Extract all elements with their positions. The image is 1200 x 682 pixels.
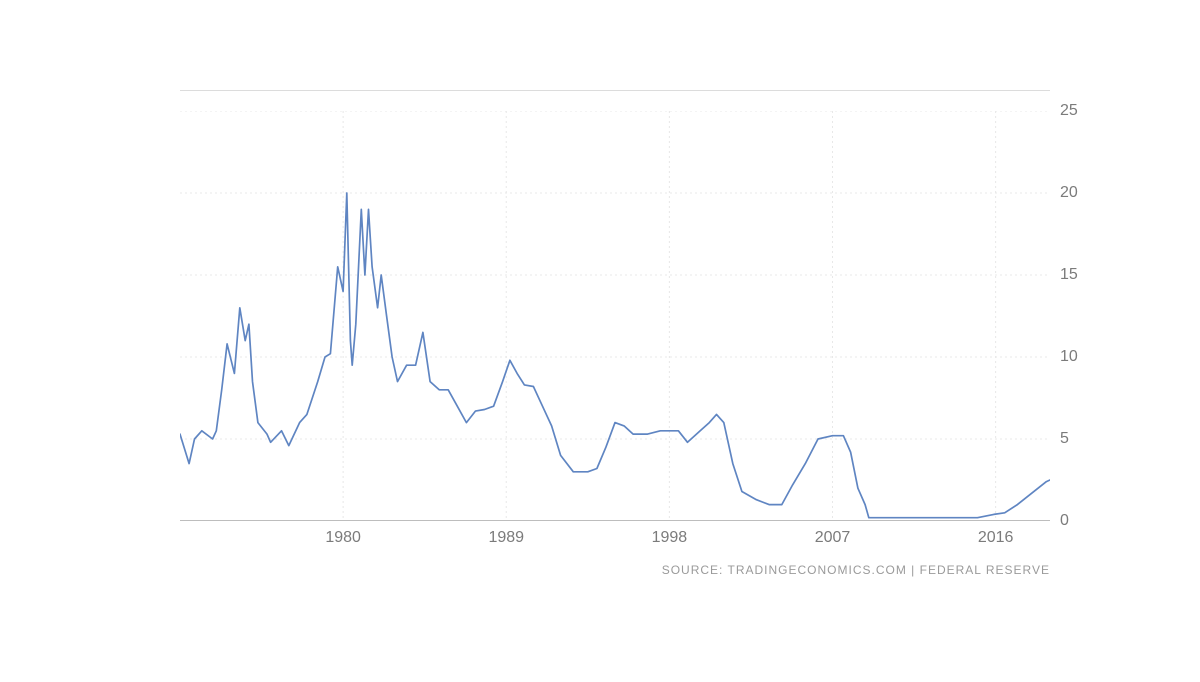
y-tick-label: 10: [1060, 348, 1078, 366]
x-tick-label: 1998: [652, 529, 688, 547]
y-tick-label: 20: [1060, 184, 1078, 202]
x-tick-label: 1980: [325, 529, 361, 547]
top-divider: [180, 90, 1050, 91]
y-tick-label: 0: [1060, 512, 1069, 530]
source-attribution: SOURCE: TRADINGECONOMICS.COM | FEDERAL R…: [180, 563, 1050, 577]
chart-svg: [180, 111, 1050, 521]
x-tick-label: 2007: [815, 529, 851, 547]
plot-area: 051015202519801989199820072016: [180, 111, 1050, 521]
x-tick-label: 2016: [978, 529, 1014, 547]
y-tick-label: 15: [1060, 266, 1078, 284]
y-tick-label: 25: [1060, 102, 1078, 120]
interest-rate-chart: 051015202519801989199820072016 SOURCE: T…: [180, 90, 1050, 577]
y-tick-label: 5: [1060, 430, 1069, 448]
x-tick-label: 1989: [488, 529, 524, 547]
